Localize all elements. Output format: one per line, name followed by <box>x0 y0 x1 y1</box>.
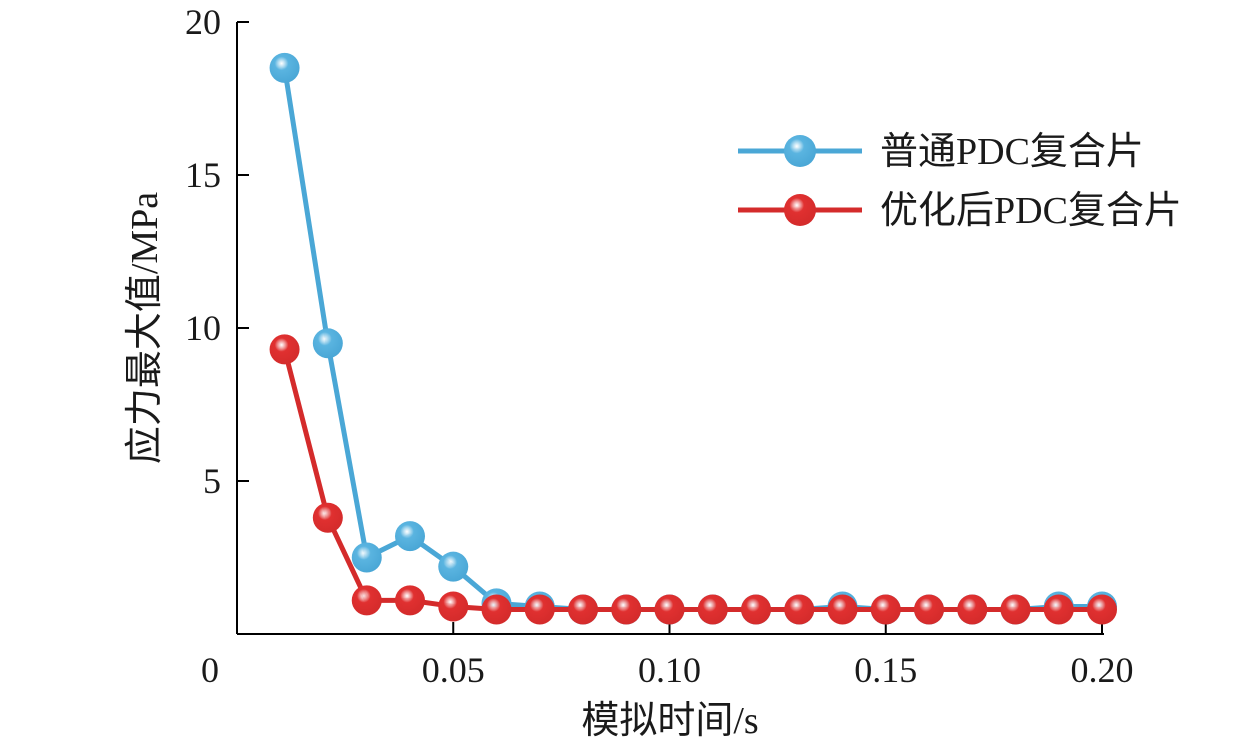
y-axis-title: 应力最大值/MPa <box>124 192 166 464</box>
data-point <box>1087 594 1117 625</box>
legend-marker-normal <box>784 135 816 167</box>
axes <box>236 22 1104 635</box>
y-tick-label: 5 <box>203 461 221 501</box>
data-point <box>827 594 858 625</box>
data-point <box>312 502 343 533</box>
x-tick-label: 0.20 <box>1071 650 1134 690</box>
data-point <box>524 594 555 625</box>
legend-label-optimized: 优化后PDC复合片 <box>880 190 1182 232</box>
data-point <box>269 334 300 365</box>
data-point <box>395 521 425 552</box>
legend-item-normal: 普通PDC复合片 <box>738 131 1144 173</box>
legend: 普通PDC复合片 优化后PDC复合片 <box>738 131 1182 232</box>
data-point <box>438 551 469 582</box>
data-point <box>1043 594 1074 625</box>
series-line <box>282 348 1102 613</box>
y-tick-label: 10 <box>185 308 221 348</box>
x-tick-label: 0 <box>201 650 219 690</box>
data-point <box>351 542 382 573</box>
y-ticks: 5 10 15 20 <box>185 2 249 501</box>
x-axis-title: 模拟时间/s <box>581 700 758 742</box>
data-point <box>741 594 771 625</box>
x-tick-label: 0.10 <box>638 650 701 690</box>
x-tick-label: 0.05 <box>422 650 485 690</box>
data-point <box>481 594 512 625</box>
data-point <box>568 594 598 625</box>
data-point <box>697 594 728 625</box>
data-point <box>1000 594 1031 625</box>
y-tick-label: 20 <box>185 2 221 42</box>
legend-item-optimized: 优化后PDC复合片 <box>738 190 1182 232</box>
data-point <box>914 594 944 625</box>
data-point <box>395 585 425 616</box>
data-point <box>784 594 815 625</box>
data-point <box>269 52 300 83</box>
series-optimized <box>269 334 1117 625</box>
data-point <box>312 328 343 359</box>
data-point <box>654 594 685 625</box>
data-point <box>870 594 901 625</box>
data-point <box>611 594 642 625</box>
series-layer <box>269 52 1117 625</box>
legend-marker-optimized <box>784 194 816 226</box>
x-ticks: 0 0.05 0.10 0.15 0.20 <box>201 622 1134 690</box>
data-point <box>438 591 469 622</box>
y-tick-label: 15 <box>185 155 221 195</box>
data-point <box>957 594 988 625</box>
legend-label-normal: 普通PDC复合片 <box>880 131 1144 173</box>
x-tick-label: 0.15 <box>854 650 917 690</box>
data-point <box>351 585 382 616</box>
